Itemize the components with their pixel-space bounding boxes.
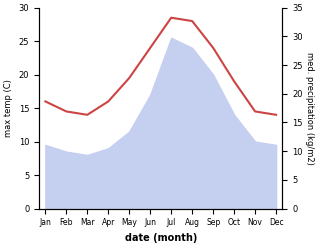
Y-axis label: max temp (C): max temp (C) bbox=[4, 79, 13, 137]
Y-axis label: med. precipitation (kg/m2): med. precipitation (kg/m2) bbox=[305, 52, 314, 165]
X-axis label: date (month): date (month) bbox=[125, 233, 197, 243]
